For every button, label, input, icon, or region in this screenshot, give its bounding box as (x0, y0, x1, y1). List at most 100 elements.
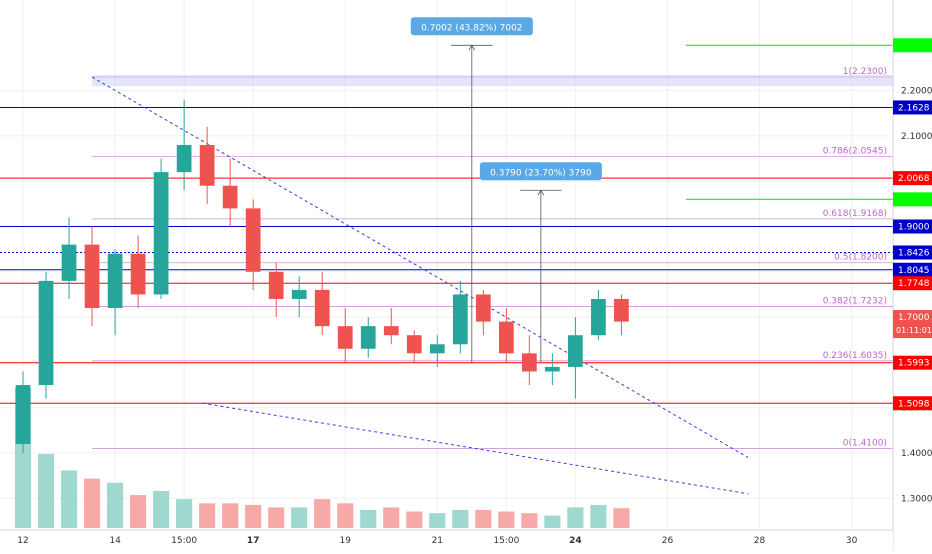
candle-body[interactable] (314, 289, 330, 327)
last-price-tag-text: 1.7000 (898, 313, 930, 323)
candle-body[interactable] (153, 172, 169, 295)
volume-bar (176, 499, 193, 528)
level-price-tag (893, 219, 932, 234)
candle-body[interactable] (61, 244, 77, 281)
level-price-tag-text: 1.7748 (898, 279, 930, 289)
fib-top-band (92, 75, 893, 87)
time-axis-tick-label: 15:00 (493, 536, 519, 546)
candle-body[interactable] (130, 253, 146, 295)
candle-body[interactable] (498, 321, 514, 354)
candle-body[interactable] (452, 294, 468, 345)
measure-label-box (479, 162, 602, 181)
level-price-tag (893, 171, 932, 186)
time-axis-tick-label: 30 (846, 536, 858, 546)
candle-body[interactable] (429, 344, 445, 354)
level-price-tag (893, 276, 932, 291)
candle-body[interactable] (545, 366, 560, 372)
candle-body[interactable] (107, 253, 123, 309)
measure-label-text: 0.3790 (23.70%) 3790 (490, 168, 592, 178)
candle-body[interactable] (222, 185, 238, 209)
measure-arrow (537, 189, 545, 196)
level-price-tag (893, 396, 932, 411)
candle-body[interactable] (199, 144, 215, 186)
volume-bar (383, 507, 400, 528)
time-axis-tick-label: 28 (754, 536, 766, 546)
volume-bar (107, 482, 124, 528)
fib-level-label: 0.236(1.6035) (823, 351, 887, 361)
candle-body[interactable] (84, 244, 100, 309)
volume-bar (268, 507, 285, 528)
level-price-tag-text: 1.5993 (898, 359, 930, 369)
level-price-tag-text: 2.1628 (898, 103, 930, 113)
volume-bar (475, 509, 492, 528)
trendline[interactable] (91, 76, 749, 458)
fib-level-label: 1(2.2300) (843, 67, 887, 77)
trendline[interactable] (202, 402, 749, 495)
volume-bar (314, 499, 331, 528)
volume-bar (544, 515, 561, 528)
volume-bar (590, 504, 607, 528)
measure-label-box (410, 17, 533, 36)
time-axis-background (0, 530, 893, 550)
level-price-tag-text: 1.8426 (898, 248, 930, 258)
target-level-tag (893, 192, 932, 207)
time-axis-tick-label: 19 (340, 536, 352, 546)
price-axis-tick-label: 2.2000 (901, 87, 932, 97)
volume-bar (199, 503, 216, 528)
measure-label-text: 0.7002 (43.82%) 7002 (421, 23, 522, 33)
volume-bar (452, 509, 469, 528)
fib-level-label: 0(1.4100) (843, 438, 887, 448)
last-price-tag (893, 310, 932, 339)
candle-body[interactable] (15, 385, 31, 444)
level-price-tag-text: 2.0068 (898, 174, 930, 184)
candle-body[interactable] (614, 298, 629, 322)
volume-bar (613, 508, 630, 528)
volume-bar (130, 495, 147, 528)
volume-bar (222, 503, 239, 528)
measure-arrow (468, 44, 476, 51)
time-axis-tick-label: 21 (432, 536, 443, 546)
candle-body[interactable] (337, 326, 353, 349)
volume-bar (245, 504, 262, 528)
volume-bar (60, 470, 78, 528)
candle-body[interactable] (268, 271, 284, 299)
time-axis-tick-label: 12 (17, 536, 28, 546)
volume-bar (360, 509, 377, 528)
candle-body[interactable] (406, 335, 422, 354)
time-axis-tick-label: 26 (662, 536, 674, 546)
candle-body[interactable] (568, 335, 583, 367)
candle-body[interactable] (245, 208, 261, 272)
candle-body[interactable] (176, 144, 192, 173)
bar-countdown-text: 01:11:01 (896, 326, 932, 335)
volume-bar (406, 511, 423, 528)
volume-bar (337, 503, 354, 528)
volume-bar (567, 507, 584, 528)
volume-bar (84, 478, 101, 528)
level-price-tag-text: 1.8045 (898, 266, 930, 276)
candle-body[interactable] (475, 294, 491, 322)
candle-body[interactable] (591, 298, 606, 336)
volume-bar (153, 490, 170, 528)
candle-body[interactable] (521, 353, 537, 372)
time-axis-tick-label: 14 (109, 536, 121, 546)
volume-bar (37, 453, 55, 528)
level-price-tag (893, 262, 932, 277)
price-axis-tick-label: 1.4000 (901, 449, 932, 459)
volume-bar (291, 507, 308, 528)
time-axis-tick-label: 17 (247, 536, 260, 546)
price-axis-tick-label: 1.3000 (901, 494, 932, 504)
candle-body[interactable] (383, 326, 399, 336)
volume-bar (521, 513, 538, 528)
candle-body[interactable] (291, 289, 307, 299)
candle-body[interactable] (38, 280, 54, 386)
level-price-tag (893, 245, 932, 260)
target-level-tag (893, 38, 932, 53)
time-axis-tick-label: 15:00 (171, 536, 197, 546)
candle-body[interactable] (360, 326, 376, 349)
time-axis-tick-label: 24 (569, 536, 582, 546)
volume-bar (429, 513, 446, 528)
volume-bar (498, 511, 515, 528)
level-price-tag-text: 1.5098 (898, 399, 930, 409)
